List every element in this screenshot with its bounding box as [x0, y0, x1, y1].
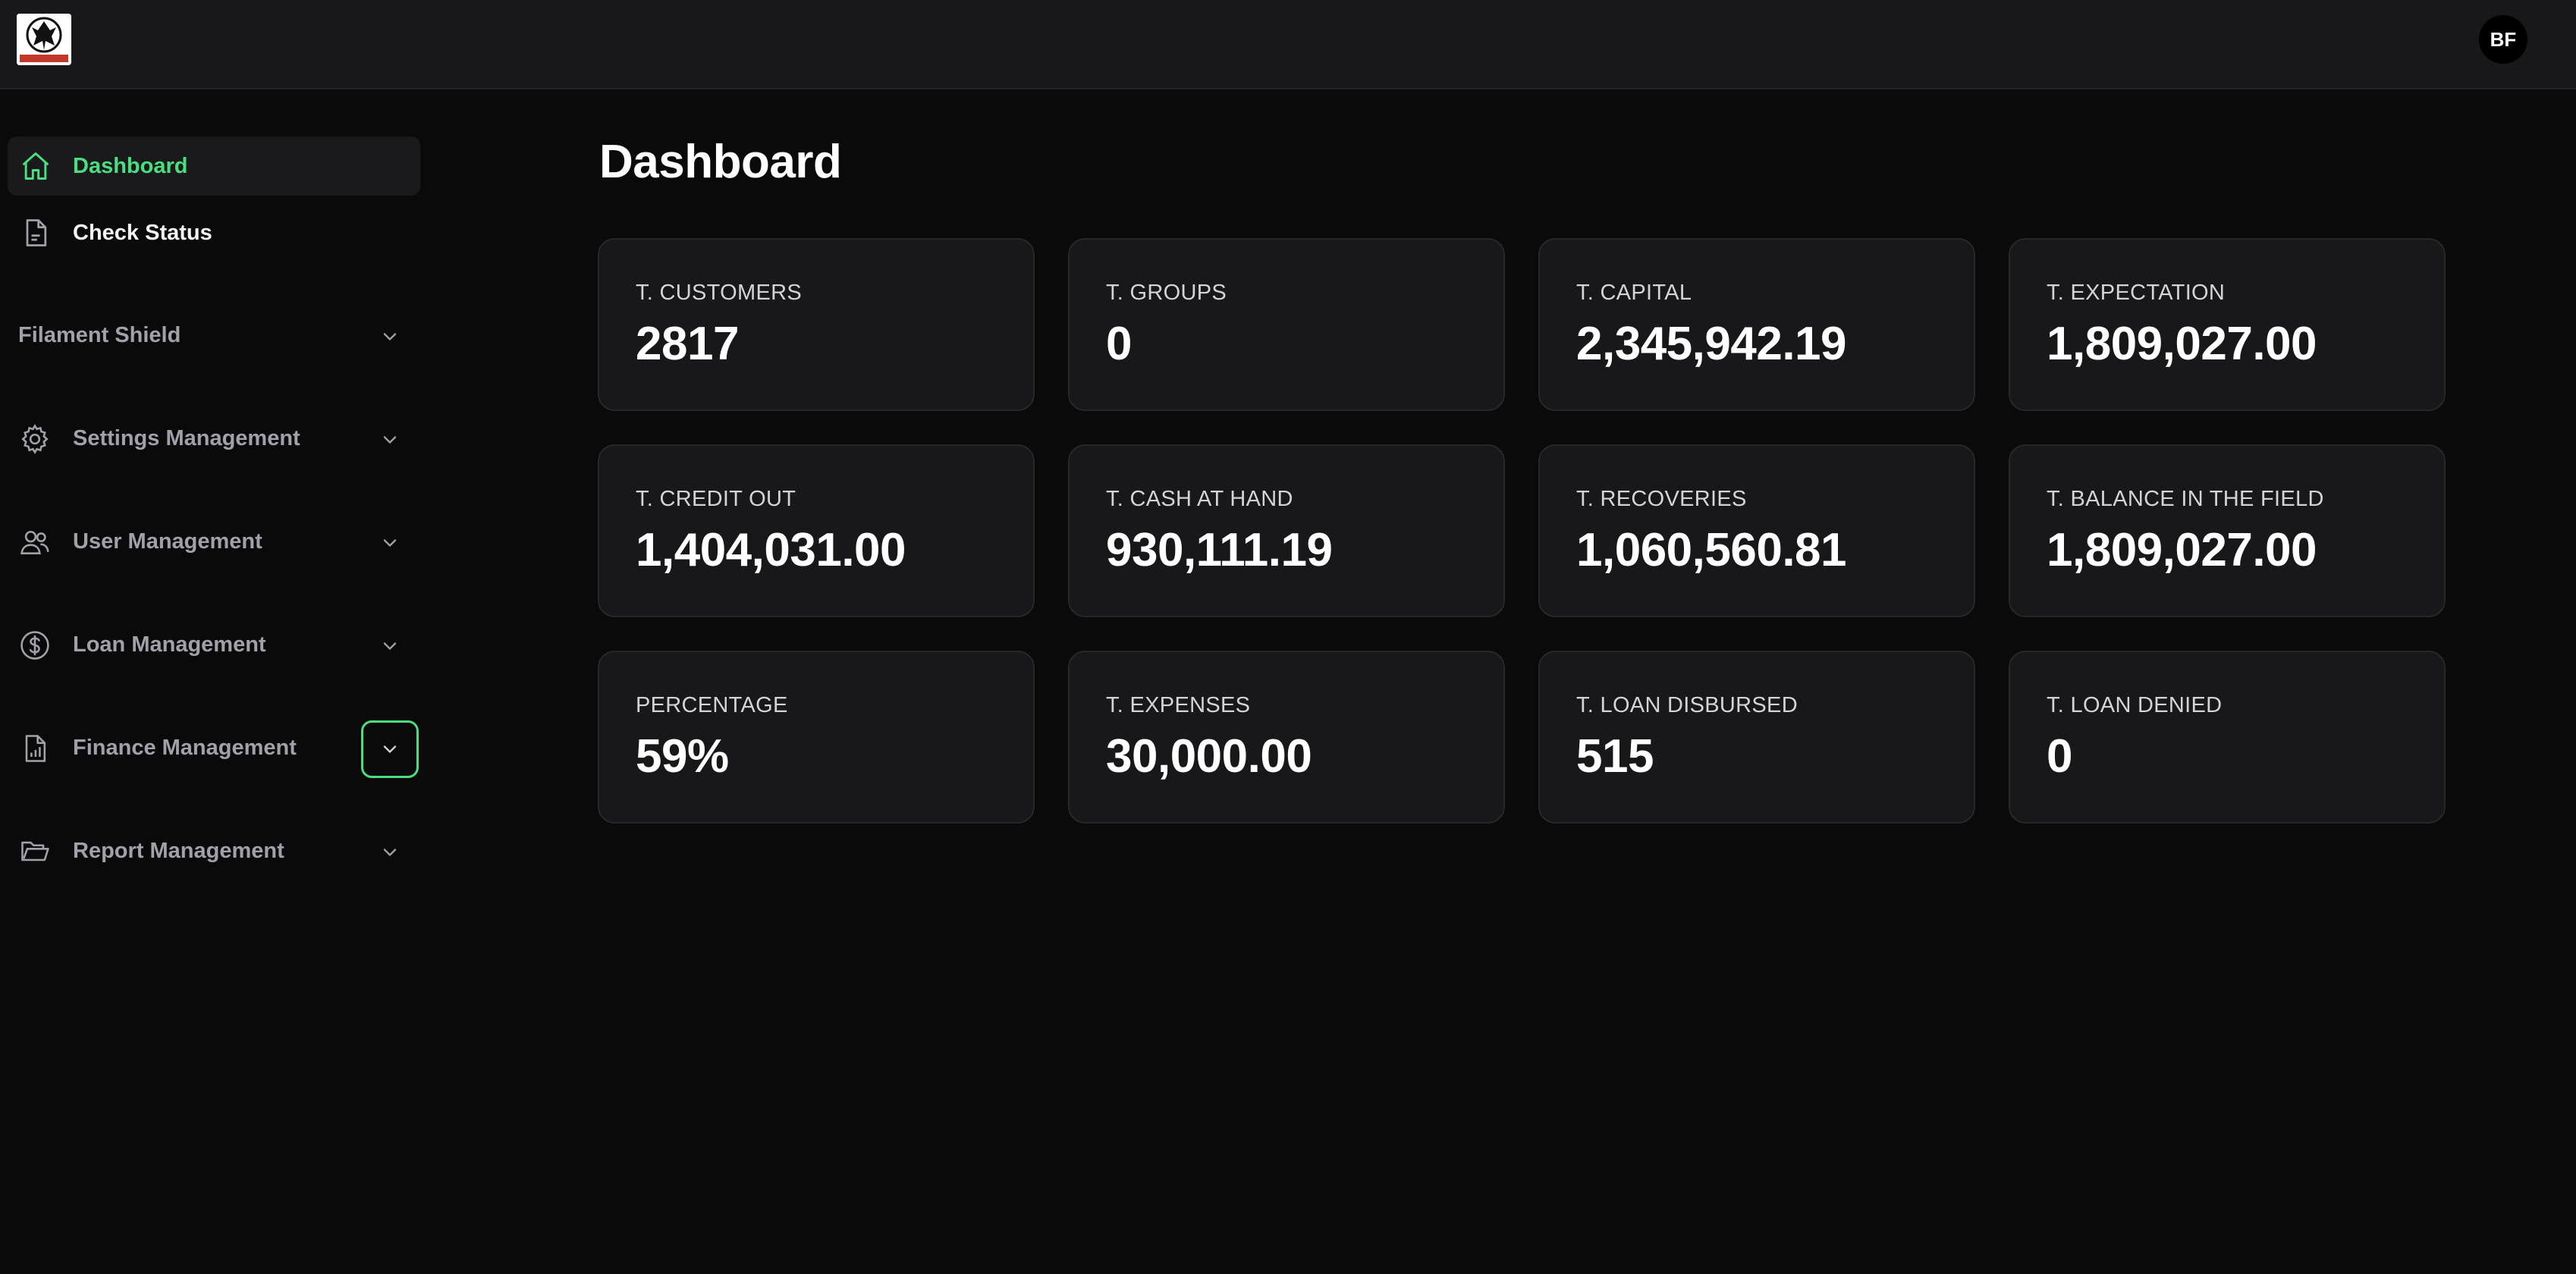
- dollar-circle-icon: [18, 629, 53, 664]
- folder-icon: [18, 835, 53, 870]
- stat-card: PERCENTAGE 59%: [598, 651, 1035, 824]
- chevron-down-icon[interactable]: [361, 411, 419, 469]
- stat-label: T. BALANCE IN THE FIELD: [2047, 487, 2324, 511]
- stat-card: T. LOAN DISBURSED 515: [1538, 651, 1975, 824]
- stat-value: 1,809,027.00: [2047, 524, 2317, 576]
- stat-label: T. EXPECTATION: [2047, 281, 2226, 305]
- sidebar-group-label: Loan Management: [73, 632, 266, 657]
- chevron-down-icon[interactable]: [361, 720, 419, 778]
- chevron-down-icon[interactable]: [361, 308, 419, 366]
- stat-label: T. CUSTOMERS: [636, 281, 802, 305]
- stat-value: 930,111.19: [1106, 524, 1333, 576]
- document-icon: [18, 215, 53, 250]
- sidebar-group-filament-shield[interactable]: Filament Shield: [8, 306, 425, 367]
- chevron-down-icon[interactable]: [361, 617, 419, 675]
- stat-label: T. LOAN DENIED: [2047, 693, 2223, 717]
- stat-card: T. CAPITAL 2,345,942.19: [1538, 238, 1975, 411]
- sidebar-group-user-management[interactable]: User Management: [8, 513, 425, 573]
- sidebar-item-label: Dashboard: [73, 153, 188, 178]
- stat-value: 1,060,560.81: [1576, 524, 1847, 576]
- stat-value: 30,000.00: [1106, 730, 1312, 783]
- stat-value: 2817: [636, 318, 739, 370]
- chevron-down-icon[interactable]: [361, 514, 419, 572]
- users-icon: [18, 526, 53, 560]
- stat-label: T. CASH AT HAND: [1106, 487, 1293, 511]
- page-title: Dashboard: [599, 136, 842, 188]
- sidebar-item-dashboard[interactable]: Dashboard: [8, 136, 420, 196]
- stat-card: T. CREDIT OUT 1,404,031.00: [598, 444, 1035, 617]
- brand-logo[interactable]: [17, 14, 71, 65]
- chevron-down-icon[interactable]: [361, 824, 419, 881]
- stat-label: T. CAPITAL: [1576, 281, 1692, 305]
- stat-card: T. LOAN DENIED 0: [2009, 651, 2446, 824]
- home-icon: [18, 149, 53, 184]
- stat-value: 0: [1106, 318, 1132, 370]
- sidebar-group-label: Settings Management: [73, 426, 300, 450]
- sidebar-group-label: Finance Management: [73, 736, 297, 760]
- stat-value: 1,809,027.00: [2047, 318, 2317, 370]
- stat-card: T. EXPENSES 30,000.00: [1068, 651, 1505, 824]
- sidebar-group-loan-management[interactable]: Loan Management: [8, 616, 425, 676]
- sidebar-item-label: Check Status: [73, 220, 212, 245]
- stat-label: T. GROUPS: [1106, 281, 1227, 305]
- stat-card: T. RECOVERIES 1,060,560.81: [1538, 444, 1975, 617]
- stat-card: T. BALANCE IN THE FIELD 1,809,027.00: [2009, 444, 2446, 617]
- sidebar-group-finance-management[interactable]: Finance Management: [8, 719, 425, 780]
- sidebar-group-label: User Management: [73, 529, 262, 554]
- stat-value: 0: [2047, 730, 2072, 783]
- stat-value: 1,404,031.00: [636, 524, 906, 576]
- stat-card: T. CASH AT HAND 930,111.19: [1068, 444, 1505, 617]
- stat-value: 2,345,942.19: [1576, 318, 1847, 370]
- sidebar: Dashboard Check Status Filament Shield S…: [0, 89, 432, 1274]
- top-bar: BF: [0, 0, 2576, 89]
- stat-label: T. CREDIT OUT: [636, 487, 796, 511]
- stat-value: 515: [1576, 730, 1654, 783]
- stat-card: T. GROUPS 0: [1068, 238, 1505, 411]
- sidebar-group-label: Filament Shield: [18, 323, 181, 347]
- sidebar-group-label: Report Management: [73, 839, 284, 863]
- stat-label: T. RECOVERIES: [1576, 487, 1747, 511]
- user-avatar[interactable]: BF: [2479, 15, 2527, 64]
- gear-icon: [18, 422, 53, 457]
- sidebar-group-report-management[interactable]: Report Management: [8, 822, 425, 883]
- stat-value: 59%: [636, 730, 729, 783]
- stat-card: T. CUSTOMERS 2817: [598, 238, 1035, 411]
- stat-label: T. LOAN DISBURSED: [1576, 693, 1798, 717]
- stat-card: T. EXPECTATION 1,809,027.00: [2009, 238, 2446, 411]
- stat-label: T. EXPENSES: [1106, 693, 1251, 717]
- sidebar-group-settings-management[interactable]: Settings Management: [8, 410, 425, 470]
- stat-label: PERCENTAGE: [636, 693, 788, 717]
- eagle-logo-icon: [17, 14, 71, 65]
- sidebar-item-check-status[interactable]: Check Status: [8, 203, 420, 262]
- chart-document-icon: [18, 732, 53, 767]
